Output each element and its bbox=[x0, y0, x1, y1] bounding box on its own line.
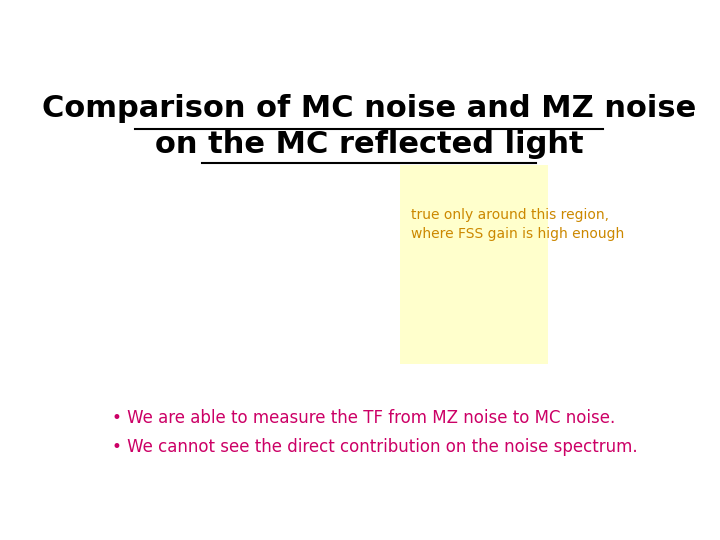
Text: Comparison of MC noise and MZ noise
on the MC reflected light: Comparison of MC noise and MZ noise on t… bbox=[42, 94, 696, 159]
Bar bbox=[400, 165, 548, 364]
Text: • We cannot see the direct contribution on the noise spectrum.: • We cannot see the direct contribution … bbox=[112, 437, 638, 456]
Text: true only around this region,
where FSS gain is high enough: true only around this region, where FSS … bbox=[411, 208, 624, 241]
Text: • We are able to measure the TF from MZ noise to MC noise.: • We are able to measure the TF from MZ … bbox=[112, 409, 616, 427]
